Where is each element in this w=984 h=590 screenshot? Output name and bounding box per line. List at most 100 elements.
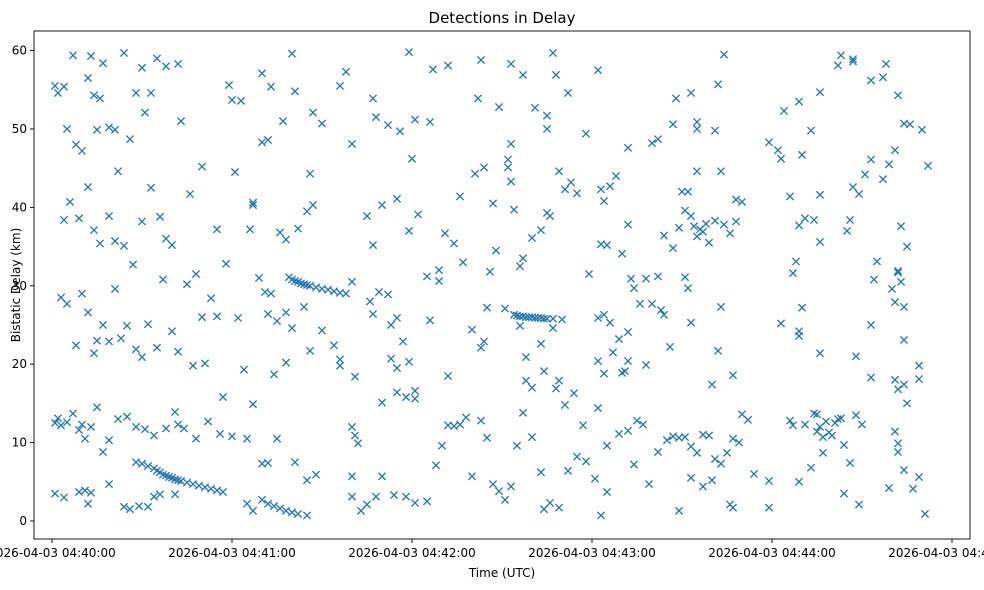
- data-point: [704, 238, 714, 247]
- data-point: [263, 458, 273, 468]
- data-point: [854, 500, 864, 509]
- data-point: [137, 63, 147, 72]
- data-point: [536, 339, 546, 348]
- data-point: [884, 483, 894, 493]
- data-point: [848, 182, 858, 192]
- data-point: [731, 195, 741, 204]
- data-point: [377, 472, 387, 481]
- data-point: [155, 490, 165, 499]
- data-point: [686, 88, 696, 97]
- x-tick-label: 2026-04-03 04:45:00: [888, 546, 984, 560]
- data-point: [602, 240, 612, 250]
- y-axis-label: Bistatic Delay (km): [9, 228, 23, 343]
- data-point: [95, 94, 105, 103]
- data-point: [431, 461, 441, 470]
- data-point: [269, 370, 279, 379]
- data-point: [692, 117, 702, 126]
- data-point: [377, 398, 387, 407]
- data-point: [470, 169, 480, 178]
- data-point: [536, 468, 546, 477]
- data-point: [329, 287, 339, 296]
- data-point: [233, 313, 243, 322]
- data-point: [890, 146, 900, 155]
- data-point: [716, 302, 726, 312]
- data-point: [608, 348, 618, 357]
- data-point: [221, 259, 231, 268]
- data-point: [302, 280, 312, 290]
- data-point: [899, 302, 909, 312]
- data-point: [482, 433, 492, 442]
- data-point: [539, 505, 549, 514]
- data-point: [545, 498, 555, 507]
- data-point: [785, 416, 795, 425]
- data-point: [230, 168, 240, 177]
- data-point: [449, 422, 459, 431]
- data-point: [521, 353, 531, 362]
- data-point: [785, 192, 795, 201]
- data-point: [287, 49, 297, 58]
- data-point: [374, 287, 384, 297]
- x-tick-label: 2026-04-03 04:40:00: [0, 546, 116, 560]
- data-point: [560, 400, 570, 410]
- data-point: [893, 385, 903, 394]
- y-tick-label: 20: [12, 357, 27, 371]
- data-point: [581, 457, 591, 466]
- data-point: [170, 407, 180, 417]
- data-point: [368, 240, 378, 250]
- data-point: [560, 185, 570, 194]
- data-point: [659, 310, 669, 319]
- data-point: [59, 82, 69, 91]
- data-point: [149, 492, 159, 501]
- data-point: [686, 473, 696, 482]
- data-point: [290, 277, 300, 286]
- data-point: [83, 182, 93, 192]
- data-point: [476, 343, 486, 352]
- data-point: [881, 59, 891, 68]
- data-point: [479, 337, 489, 346]
- data-point: [71, 140, 81, 149]
- x-axis-label: Time (UTC): [468, 566, 535, 580]
- data-point: [914, 361, 924, 370]
- data-point: [161, 424, 171, 433]
- data-point: [671, 94, 681, 103]
- data-point: [188, 361, 198, 370]
- data-point: [83, 499, 93, 508]
- data-point: [140, 425, 150, 434]
- data-point: [896, 277, 906, 286]
- data-point: [410, 115, 420, 124]
- data-point: [518, 70, 528, 79]
- data-point: [74, 425, 84, 435]
- data-point: [422, 497, 432, 506]
- data-point: [200, 359, 210, 368]
- data-point: [893, 91, 903, 100]
- data-point: [629, 460, 639, 469]
- data-point: [539, 367, 549, 376]
- data-point: [707, 380, 717, 389]
- data-point: [674, 223, 684, 232]
- data-point: [227, 95, 237, 105]
- data-point: [206, 294, 216, 303]
- data-point: [188, 480, 198, 489]
- y-tick-label: 10: [12, 436, 27, 450]
- data-point: [698, 482, 708, 491]
- data-point: [86, 52, 96, 61]
- data-point: [254, 273, 264, 283]
- data-point: [554, 503, 564, 512]
- data-point: [425, 316, 435, 325]
- data-point: [728, 434, 738, 443]
- data-point: [914, 473, 924, 482]
- data-point: [806, 126, 816, 135]
- data-point: [635, 299, 645, 308]
- data-point: [815, 349, 825, 358]
- data-point: [458, 258, 468, 267]
- data-point: [368, 94, 378, 103]
- data-point: [503, 163, 513, 172]
- data-point: [563, 88, 573, 97]
- data-point: [197, 313, 207, 322]
- data-point: [410, 394, 420, 403]
- data-point: [530, 313, 540, 322]
- data-point: [92, 125, 102, 134]
- data-point: [653, 135, 663, 144]
- data-point: [899, 380, 909, 389]
- data-point: [554, 167, 564, 176]
